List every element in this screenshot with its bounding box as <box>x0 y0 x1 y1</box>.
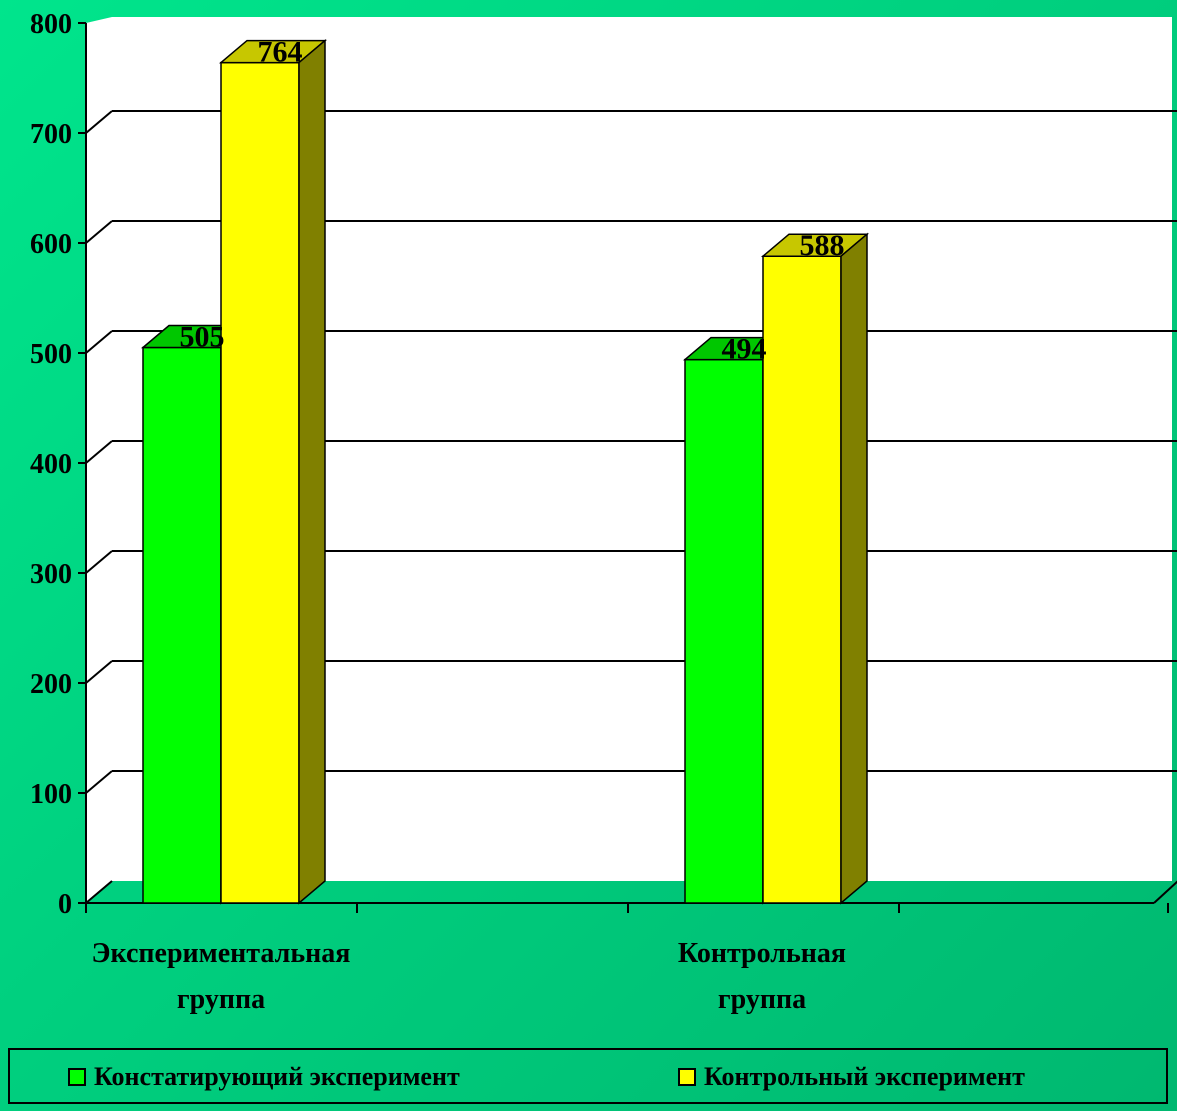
floor-diagonal <box>85 880 113 904</box>
x-tick-label: группа <box>177 984 265 1015</box>
x-tick-label: группа <box>718 984 806 1015</box>
bar <box>220 61 300 904</box>
y-tick-label: 0 <box>58 889 72 920</box>
y-tick-label: 100 <box>30 779 72 810</box>
y-tick-label: 600 <box>30 229 72 260</box>
gridline-diagonal <box>85 770 113 794</box>
bar <box>762 255 842 904</box>
axes: 0 100 200 300 400 500 600 700 800 Экспериментальн… <box>30 9 1177 1015</box>
legend-label-series-1: Констатирующий эксперимент <box>94 1062 460 1091</box>
gridline-diagonal <box>85 110 113 134</box>
data-label: 505 <box>180 321 225 354</box>
plot-area <box>86 17 1172 903</box>
legend-item-series-1: Констатирующий эксперимент <box>68 1062 460 1092</box>
bar <box>684 358 764 904</box>
gridline-diagonal <box>85 440 113 464</box>
data-label: 588 <box>800 229 845 262</box>
legend-swatch-series-1 <box>68 1068 86 1086</box>
y-tick-label: 700 <box>30 119 72 150</box>
legend-swatch-series-2 <box>678 1068 696 1086</box>
legend-item-series-2: Контрольный эксперимент <box>678 1062 1025 1092</box>
y-tick-label: 800 <box>30 9 72 40</box>
data-labels: 505 764 494 588 <box>180 36 845 366</box>
gridline-diagonal <box>85 550 113 574</box>
bar-chart: 0 100 200 300 400 500 600 700 800 Экспериментальн… <box>30 9 1177 1015</box>
gridline-diagonal <box>85 220 113 244</box>
legend-label-series-2: Контрольный эксперимент <box>704 1062 1025 1091</box>
y-tick-label: 200 <box>30 669 72 700</box>
x-axis-end-diagonal <box>1153 880 1177 904</box>
gridline-diagonal <box>85 330 113 354</box>
data-label: 494 <box>722 333 767 366</box>
bars <box>140 38 870 905</box>
data-label: 764 <box>258 36 303 69</box>
bar <box>142 346 222 904</box>
plot-background <box>86 17 1172 903</box>
x-tick-label: Экспериментальная <box>92 938 351 969</box>
legend: Констатирующий эксперимент Контрольный э… <box>8 1048 1168 1104</box>
y-tick-label: 400 <box>30 449 72 480</box>
bar-side <box>840 232 868 905</box>
y-tick-label: 500 <box>30 339 72 370</box>
bar-side <box>298 38 326 905</box>
x-tick-label: Контрольная <box>678 938 846 969</box>
y-tick-label: 300 <box>30 559 72 590</box>
gridline-diagonal <box>85 660 113 684</box>
